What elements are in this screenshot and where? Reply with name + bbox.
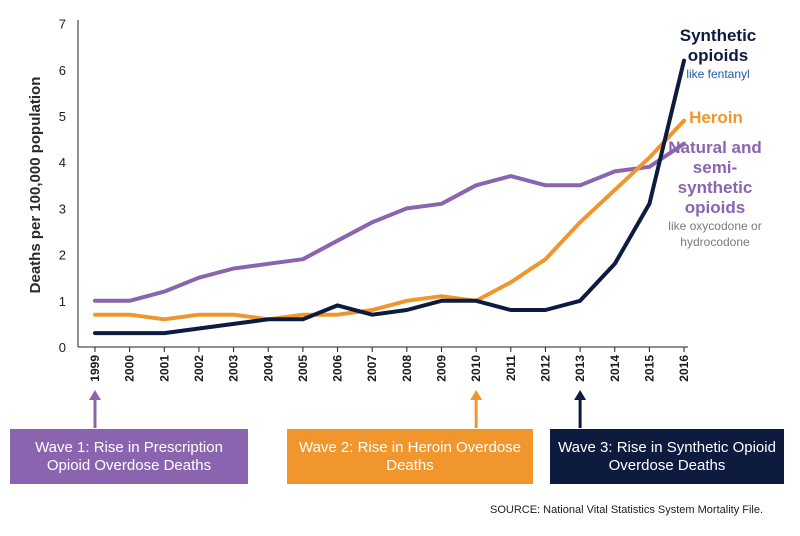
x-tick-label: 2013 <box>573 355 587 382</box>
x-tick-label: 2007 <box>365 355 379 382</box>
x-tick-label: 2000 <box>123 355 137 382</box>
wave-1-arrow-head <box>89 390 101 400</box>
wave-2-text: Wave 2: Rise in Heroin Overdose Deaths <box>298 438 522 474</box>
wave-2-box: Wave 2: Rise in Heroin Overdose Deaths <box>287 429 533 484</box>
wave-1-text: Wave 1: Rise in Prescription Opioid Over… <box>35 438 223 474</box>
series-line-natural <box>93 141 686 303</box>
x-tick-label: 2005 <box>296 355 310 382</box>
source-note: SOURCE: National Vital Statistics System… <box>490 504 764 516</box>
y-tick-label: 0 <box>59 340 66 355</box>
x-tick-label: 1999 <box>88 355 102 382</box>
x-tick-label: 2008 <box>400 355 414 382</box>
y-tick-label: 5 <box>59 109 66 124</box>
x-tick-label: 2016 <box>677 355 691 382</box>
natural-note: like oxycodone or hydrocodone <box>668 219 762 249</box>
y-tick-label: 7 <box>59 17 66 32</box>
x-tick-label: 2014 <box>608 355 622 382</box>
heroin-name: Heroin <box>689 108 743 127</box>
wave-3-text: Wave 3: Rise in Synthetic Opioid Overdos… <box>558 438 776 474</box>
synthetic-name: Synthetic opioids <box>679 26 757 65</box>
natural-label: Natural and semi-synthetic opioids like … <box>660 138 770 250</box>
y-tick-label: 4 <box>59 155 66 170</box>
x-tick-label: 2006 <box>331 355 345 382</box>
wave-2-arrow-head <box>470 390 483 400</box>
y-tick-label: 3 <box>59 201 66 216</box>
y-ticks: 0 1 2 3 4 5 6 7 <box>59 17 66 355</box>
x-tick-label: 2010 <box>469 355 483 382</box>
wave-1-box: Wave 1: Rise in Prescription Opioid Over… <box>10 429 248 484</box>
x-tick-label: 2001 <box>157 355 171 382</box>
wave-3-box: Wave 3: Rise in Synthetic Opioid Overdos… <box>550 429 784 484</box>
x-tick-label: 2011 <box>504 355 518 381</box>
y-tick-label: 1 <box>59 294 66 309</box>
series-lines <box>93 58 686 336</box>
x-tick-label: 2009 <box>435 355 449 382</box>
synthetic-note: like fentanyl <box>686 67 750 81</box>
natural-name: Natural and semi-synthetic opioids <box>668 138 762 217</box>
x-tick-label: 2004 <box>261 355 275 382</box>
y-tick-label: 2 <box>59 248 66 263</box>
x-tick-label: 2012 <box>538 355 552 382</box>
x-tick-label: 2003 <box>227 355 241 382</box>
y-axis-label: Deaths per 100,000 population <box>27 77 44 294</box>
series-line-synthetic <box>93 58 686 336</box>
x-tick-label: 2002 <box>192 355 206 382</box>
series-line-heroin <box>93 118 686 322</box>
wave-arrows <box>89 390 587 428</box>
synthetic-label: Synthetic opioids like fentanyl <box>668 26 768 82</box>
x-tick-label: 2015 <box>642 355 656 382</box>
heroin-label: Heroin <box>676 108 756 128</box>
x-ticks: 1999 2000 2001 2002 2003 2004 2005 2006 2007 2008… <box>88 347 691 382</box>
y-tick-label: 6 <box>59 63 66 78</box>
wave-3-arrow-head <box>574 390 587 400</box>
